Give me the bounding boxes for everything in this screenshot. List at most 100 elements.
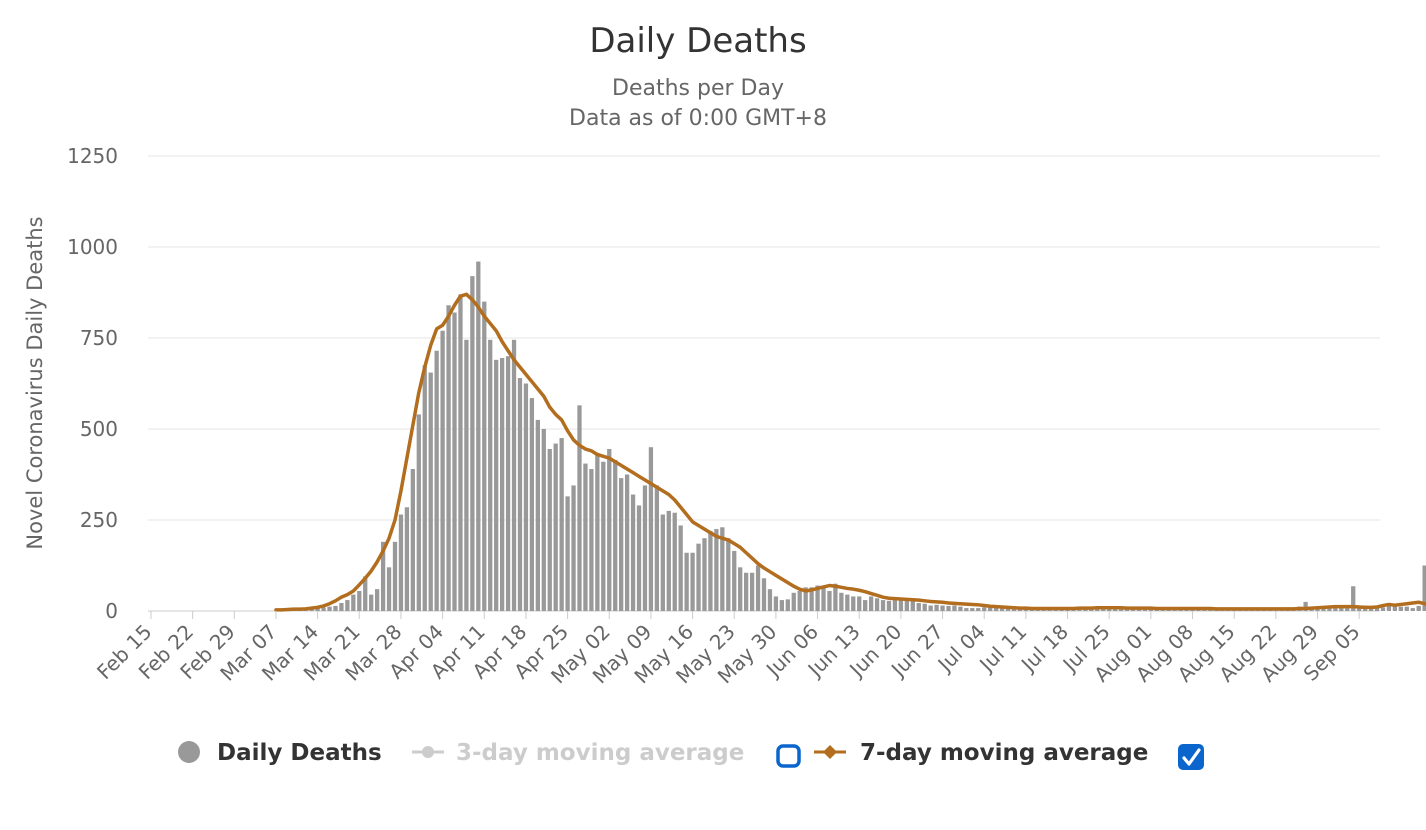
bar: [470, 276, 475, 611]
legend-item-1[interactable]: 3-day moving average: [412, 740, 744, 766]
bar: [880, 600, 886, 611]
bar: [1398, 606, 1403, 611]
checkbox-7day-average[interactable]: [1178, 744, 1204, 770]
bar: [1351, 586, 1356, 611]
bar: [982, 607, 987, 611]
bar: [744, 572, 749, 611]
bar: [910, 600, 915, 611]
bar: [964, 608, 969, 611]
bar: [511, 339, 517, 611]
bar: [803, 587, 808, 611]
bar: [851, 596, 856, 611]
legend-circle-icon: [178, 741, 200, 763]
bar: [458, 294, 463, 611]
bar: [321, 607, 326, 611]
chart-subtitle: Deaths per Day: [612, 76, 784, 101]
bar: [642, 485, 648, 611]
legend-circle-icon: [422, 746, 434, 758]
bar: [761, 578, 767, 611]
y-tick-label-1250: 1250: [67, 144, 118, 168]
bar: [845, 594, 850, 611]
chart-data-note: Data as of 0:00 GMT+8: [569, 106, 827, 131]
bar: [630, 494, 636, 611]
bar: [374, 589, 380, 611]
bar: [369, 594, 374, 611]
bar: [380, 541, 386, 611]
gridlines: [148, 155, 1380, 612]
checkbox-box: [1178, 744, 1204, 770]
bar: [315, 608, 320, 611]
legend-item-2[interactable]: 7-day moving average: [814, 740, 1148, 766]
legend-item-0[interactable]: Daily Deaths: [178, 740, 382, 766]
bar: [714, 529, 719, 611]
legend: Daily Deaths 3-day moving average 7-day mo…: [178, 740, 1204, 770]
bar: [1118, 608, 1124, 611]
bar: [940, 605, 945, 611]
x-tick-label: Jul 18: [1015, 620, 1073, 678]
bar: [1089, 609, 1094, 611]
bar: [1404, 606, 1409, 611]
bar: [976, 608, 981, 611]
legend-label: Daily Deaths: [217, 740, 382, 766]
bar: [791, 592, 796, 611]
bar: [488, 339, 493, 611]
bar: [958, 606, 963, 611]
bar: [1303, 601, 1308, 611]
bar: [1113, 609, 1118, 611]
bar: [720, 527, 725, 611]
bar: [857, 596, 862, 611]
bar: [785, 599, 790, 611]
bar: [738, 567, 743, 611]
bar: [529, 398, 535, 611]
bar: [345, 600, 350, 611]
bar: [1101, 608, 1106, 611]
bar: [874, 598, 880, 611]
bar: [482, 301, 487, 611]
bar: [1380, 607, 1386, 611]
bar: [815, 585, 820, 611]
bar: [571, 485, 576, 611]
bar: [422, 365, 427, 611]
bar: [1357, 606, 1362, 611]
bar: [339, 602, 344, 611]
bar: [708, 530, 713, 611]
bar: [636, 505, 642, 611]
bar: [398, 514, 404, 611]
bar: [702, 538, 707, 611]
bar: [559, 438, 564, 611]
bar: [1339, 607, 1344, 611]
bar: [1142, 608, 1148, 611]
bar: [386, 567, 392, 611]
y-tick-label-750: 750: [80, 326, 118, 350]
bar: [499, 358, 505, 611]
bar: [666, 510, 671, 611]
bar: [779, 600, 784, 611]
bar: [755, 565, 761, 611]
bar: [416, 414, 421, 611]
bar: [904, 600, 909, 611]
bar: [892, 600, 898, 611]
bar: [1083, 608, 1088, 611]
bar: [434, 350, 439, 611]
bar: [589, 469, 594, 611]
checkbox-3day-average[interactable]: [776, 744, 801, 768]
x-tick-label: Jul 04: [932, 620, 990, 678]
bar: [363, 576, 368, 611]
y-axis-ticks: 0 250 500 750 1000 1250: [67, 144, 118, 623]
bar: [684, 552, 689, 611]
bar: [1392, 605, 1398, 611]
bar: [541, 429, 546, 611]
x-tick-label: Jul 11: [973, 620, 1031, 678]
bar: [767, 589, 773, 611]
bar: [696, 543, 701, 611]
bar: [440, 330, 445, 611]
bar: [517, 378, 523, 611]
bar: [827, 590, 832, 611]
y-tick-label-0: 0: [105, 599, 118, 623]
bar: [690, 552, 695, 611]
bar: [993, 607, 999, 611]
bar: [333, 605, 338, 611]
legend-diamond-icon: [823, 745, 837, 759]
bar: [428, 372, 433, 611]
